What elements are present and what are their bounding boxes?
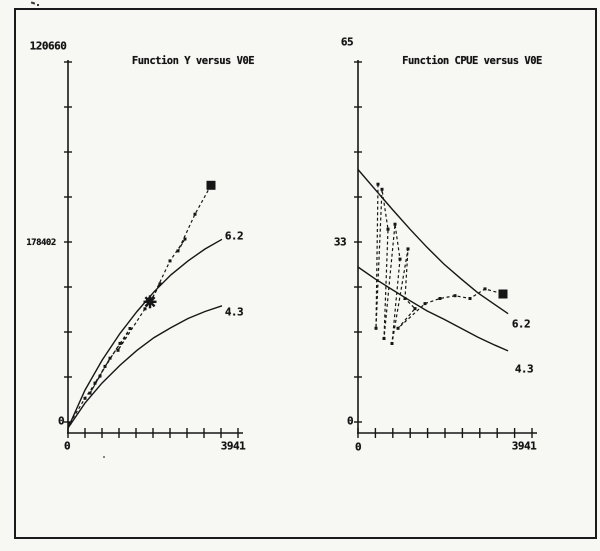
right-trajectory-point-marker — [438, 297, 442, 300]
right-trajectory-point-marker — [468, 297, 472, 300]
right-trajectory-point-marker — [390, 342, 394, 345]
right-trajectory-point-marker — [453, 294, 457, 298]
left-trajectory-point-marker — [108, 356, 112, 360]
right-chart-title: Function CPUE versus V0E — [402, 55, 542, 67]
scan-speck — [103, 456, 105, 458]
right-y-axis-origin-label: 0 — [346, 414, 354, 428]
right-trajectory-point-marker — [423, 302, 427, 306]
right-final-point-square-marker — [498, 289, 508, 299]
left-series-equilibrium-curve-4.3 — [67, 305, 223, 429]
left-curve-label-lower: 4.3 — [224, 305, 244, 319]
right-curve-label-lower: 4.3 — [514, 362, 534, 376]
right-trajectory-point-marker — [406, 247, 410, 251]
left-trajectory-point-marker — [168, 259, 172, 263]
right-series-equilibrium-curve-4.3 — [357, 266, 509, 352]
scan-speck — [37, 4, 39, 6]
left-trajectory-point-marker — [83, 396, 87, 400]
right-x-axis-max-label: 3941 — [511, 439, 537, 453]
right-y-axis-max-label: 65 — [340, 35, 354, 49]
left-x-axis-max-label: 3941 — [220, 439, 246, 453]
left-y-axis-origin-label: 0 — [57, 414, 65, 428]
right-trajectory-point-marker — [413, 307, 417, 311]
left-star-point-asterisk-marker — [144, 296, 156, 308]
right-curve-label-upper: 6.2 — [511, 317, 531, 331]
left-y-axis-mid-label: 178402 — [26, 238, 56, 248]
left-trajectory-point-marker — [158, 282, 162, 286]
right-trajectory-point-marker — [393, 222, 397, 226]
right-trajectory-point-marker — [396, 326, 400, 330]
left-chart-title: Function Y versus V0E — [131, 55, 255, 67]
left-trajectory-point-marker — [116, 348, 120, 352]
left-trajectory-point-marker — [183, 237, 187, 241]
left-series-observed-trajectory — [69, 185, 212, 424]
right-trajectory-point-marker — [376, 182, 380, 186]
right-trajectory-point-marker — [386, 227, 390, 231]
right-trajectory-point-marker — [382, 337, 386, 340]
right-trajectory-point-marker — [403, 297, 407, 300]
right-trajectory-point-marker — [380, 187, 384, 191]
left-trajectory-point-marker — [88, 391, 92, 395]
left-trajectory-point-marker — [193, 212, 197, 216]
left-trajectory-point-marker — [103, 364, 107, 368]
right-trajectory-point-marker — [374, 326, 378, 330]
right-y-axis-mid-label: 33 — [333, 235, 347, 249]
left-y-axis-max-label: 120660 — [29, 39, 67, 53]
right-x-axis-origin-label: 0 — [354, 440, 362, 454]
left-trajectory-point-marker — [176, 249, 180, 253]
left-trajectory-point-marker — [68, 421, 72, 425]
left-series-equilibrium-curve-6.2 — [67, 238, 223, 429]
right-series-equilibrium-curve-6.2 — [357, 169, 509, 315]
left-curve-label-upper: 6.2 — [224, 229, 244, 243]
left-trajectory-point-marker — [98, 374, 102, 378]
left-x-axis-origin-label: 0 — [63, 439, 71, 453]
right-trajectory-point-marker — [483, 287, 487, 291]
right-series-observed-trajectory — [375, 184, 504, 344]
left-trajectory-point-marker — [143, 307, 147, 311]
left-trajectory-point-marker — [128, 327, 132, 330]
left-trajectory-point-marker — [93, 381, 97, 385]
figure-border-frame — [14, 8, 597, 539]
left-trajectory-point-marker — [118, 341, 122, 345]
right-trajectory-point-marker — [398, 257, 402, 261]
left-final-point-square-marker — [206, 180, 216, 190]
